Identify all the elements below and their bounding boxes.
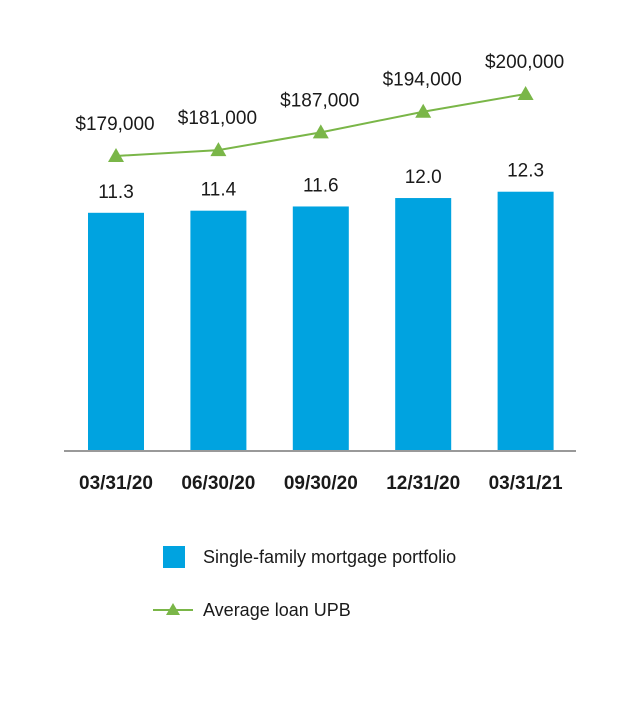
bar-value-label: 11.6 [303,175,339,196]
line-series-group: $179,000 $181,000 $187,000 $194,000 $200,000 [75,52,564,162]
line-value-label: $187,000 [280,90,359,111]
bar-value-label: 12.3 [507,161,544,182]
bars-group: 11.3 11.4 11.6 12.0 12.3 [88,161,554,451]
legend-line-marker [153,603,193,615]
x-tick-label: 03/31/20 [79,473,153,494]
bar [88,212,144,451]
bar [292,206,349,451]
line-marker [210,142,227,157]
chart: 11.3 11.4 11.6 12.0 12.3 $179,000 $181,000 $18… [64,52,576,494]
legend-bar-label: Single-family mortgage portfolio [203,546,457,567]
legend-bar-swatch [163,546,185,568]
line-value-label: $194,000 [383,70,462,91]
x-tick-labels: 03/31/20 06/30/20 09/30/20 12/31/20 03/31/21 [79,473,563,494]
bar [190,210,247,451]
bar-value-label: 11.4 [201,180,237,201]
legend-item-line: Average loan UPB [153,599,351,621]
x-tick-label: 12/31/20 [386,473,460,494]
x-tick-label: 03/31/21 [489,473,563,494]
line-value-label: $181,000 [178,108,257,129]
bar-value-label: 11.3 [98,182,134,203]
line-value-label: $200,000 [485,52,564,73]
bar [497,191,554,451]
x-tick-label: 09/30/20 [284,473,358,494]
line-marker [108,148,124,162]
x-tick-label: 06/30/20 [181,473,255,494]
bar-value-label: 12.0 [405,167,442,188]
line-marker [415,103,432,118]
line-marker [312,124,329,139]
bar [395,198,452,451]
line-marker [517,86,534,100]
line-value-label: $179,000 [75,114,154,135]
legend-item-bars: Single-family mortgage portfolio [163,546,456,568]
legend-line-label: Average loan UPB [203,599,351,620]
